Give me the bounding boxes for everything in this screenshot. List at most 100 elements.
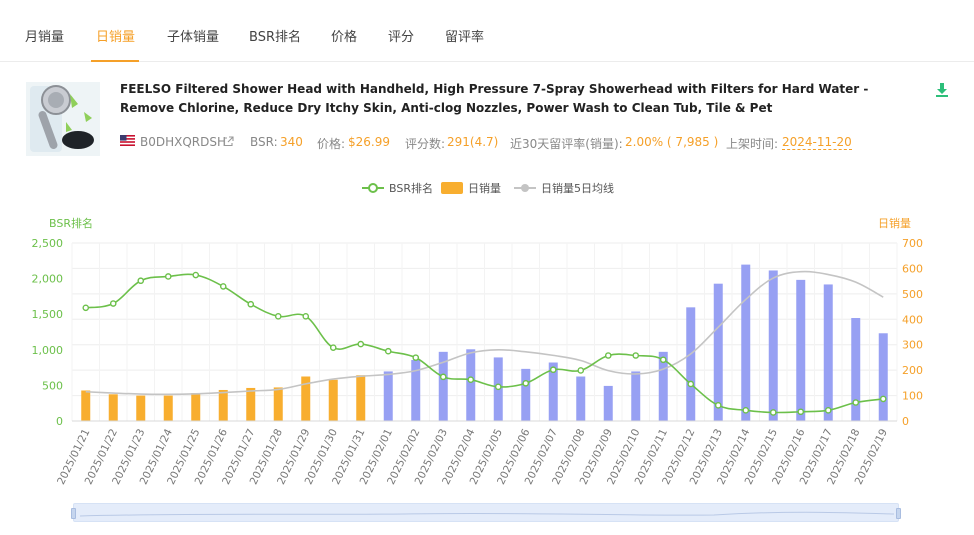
sales-bar	[81, 390, 91, 421]
product-image[interactable]	[26, 82, 100, 156]
legend-ma5[interactable]: 日销量5日均线	[514, 178, 614, 198]
sales-bar	[768, 270, 778, 421]
bsr-point	[439, 373, 447, 381]
right-tick-label: 0	[902, 415, 909, 428]
ratings-label: 评分数:	[405, 137, 446, 151]
bsr-point	[384, 347, 392, 355]
active-tab-underline	[91, 60, 139, 62]
review-rate-value: 2.00% ( 7,985 )	[625, 135, 719, 149]
sales-bar	[741, 264, 751, 421]
bsr-point	[164, 273, 172, 280]
launch-date-value: 2024-11-20	[782, 135, 852, 150]
legend-bar-icon	[441, 182, 463, 194]
bsr-point	[109, 300, 117, 307]
left-tick-label: 2,500	[32, 237, 64, 250]
bsr-point	[192, 271, 200, 279]
zoom-preview-line	[79, 511, 895, 517]
left-tick-label: 500	[42, 379, 63, 392]
sales-bar	[328, 379, 338, 421]
legend-ma-line-icon	[514, 184, 536, 192]
bsr-point	[219, 283, 227, 290]
tab-1[interactable]: 日销量	[96, 30, 136, 45]
bsr-point	[577, 367, 585, 374]
right-tick-label: 700	[902, 237, 923, 250]
legend-daily-sales-label: 日销量	[468, 182, 501, 195]
bsr-point	[604, 352, 612, 359]
sales-bar	[796, 279, 806, 421]
price-label: 价格:	[317, 137, 346, 151]
sales-bar	[383, 371, 393, 421]
right-tick-label: 500	[902, 288, 923, 301]
launch-date-label: 上架时间:	[726, 137, 779, 151]
right-axis-name: 日销量	[878, 217, 911, 230]
right-tick-label: 200	[902, 364, 923, 377]
bsr-point	[357, 340, 365, 348]
price-value: $26.99	[348, 135, 390, 149]
bsr-value: 340	[280, 135, 303, 149]
sales-bar	[686, 307, 696, 421]
right-tick-label: 600	[902, 262, 923, 275]
legend-bsr[interactable]: BSR排名	[362, 178, 433, 198]
legend-bsr-label: BSR排名	[389, 182, 433, 195]
sales-bar	[301, 376, 311, 421]
bsr-point	[632, 352, 640, 359]
legend-bsr-line-icon	[362, 183, 384, 193]
bsr-point	[82, 304, 90, 312]
tab-0[interactable]: 月销量	[25, 30, 65, 45]
ma5-line	[85, 270, 884, 396]
tab-5[interactable]: 评分	[388, 30, 415, 45]
sales-bar	[851, 318, 861, 421]
bsr-point	[852, 399, 860, 406]
sales-bar	[823, 284, 833, 421]
bsr-label: BSR:	[250, 135, 278, 149]
zoom-handle-right[interactable]	[896, 508, 901, 519]
right-tick-label: 400	[902, 313, 923, 326]
sales-bar	[658, 351, 668, 421]
product-title[interactable]: FEELSO Filtered Shower Head with Handhel…	[120, 82, 869, 115]
left-tick-label: 1,000	[32, 344, 64, 357]
us-flag-icon	[120, 135, 135, 146]
chart-legend: BSR排名 日销量 日销量5日均线	[0, 178, 974, 198]
metric-tabs: 月销量 日销量 子体销量 BSR排名 价格 评分 留评率	[0, 0, 974, 62]
bsr-point	[522, 379, 530, 387]
bsr-point	[247, 300, 255, 308]
right-tick-label: 100	[902, 390, 923, 403]
right-tick-label: 300	[902, 339, 923, 352]
asin-value[interactable]: B0DHXQRDSH	[140, 135, 227, 149]
bsr-point	[329, 344, 337, 351]
bsr-point	[742, 407, 750, 414]
sales-bar	[191, 393, 201, 421]
left-tick-label: 2,000	[32, 273, 64, 286]
ratings-value: 291(4.7)	[447, 135, 499, 149]
bsr-point	[137, 277, 145, 285]
legend-daily-sales[interactable]: 日销量	[441, 178, 501, 198]
tab-2[interactable]: 子体销量	[167, 30, 220, 45]
download-icon[interactable]	[935, 82, 949, 98]
tab-6[interactable]: 留评率	[445, 30, 485, 45]
sales-bar	[163, 395, 173, 421]
review-rate-label: 近30天留评率(销量):	[510, 137, 623, 151]
left-tick-label: 1,500	[32, 308, 64, 321]
bsr-point	[467, 376, 475, 384]
sales-bar	[631, 371, 641, 421]
bsr-point	[549, 366, 557, 374]
bsr-point	[879, 395, 887, 403]
sales-bar	[411, 359, 421, 421]
zoom-handle-left[interactable]	[71, 508, 76, 519]
bsr-point	[412, 354, 420, 361]
bsr-point	[824, 407, 832, 414]
left-tick-label: 0	[56, 415, 63, 428]
sales-bar	[878, 333, 888, 421]
left-axis-name: BSR排名	[49, 217, 93, 230]
sales-bar	[246, 387, 256, 421]
bsr-point	[274, 313, 282, 320]
sales-bar	[548, 362, 558, 421]
sales-bar	[603, 385, 613, 421]
tab-3[interactable]: BSR排名	[249, 30, 301, 45]
sales-bar	[108, 394, 118, 421]
data-zoom-slider[interactable]	[71, 503, 901, 522]
bsr-point	[687, 380, 695, 388]
bsr-point	[769, 409, 777, 416]
external-link-icon[interactable]	[223, 136, 234, 150]
tab-4[interactable]: 价格	[331, 30, 358, 45]
